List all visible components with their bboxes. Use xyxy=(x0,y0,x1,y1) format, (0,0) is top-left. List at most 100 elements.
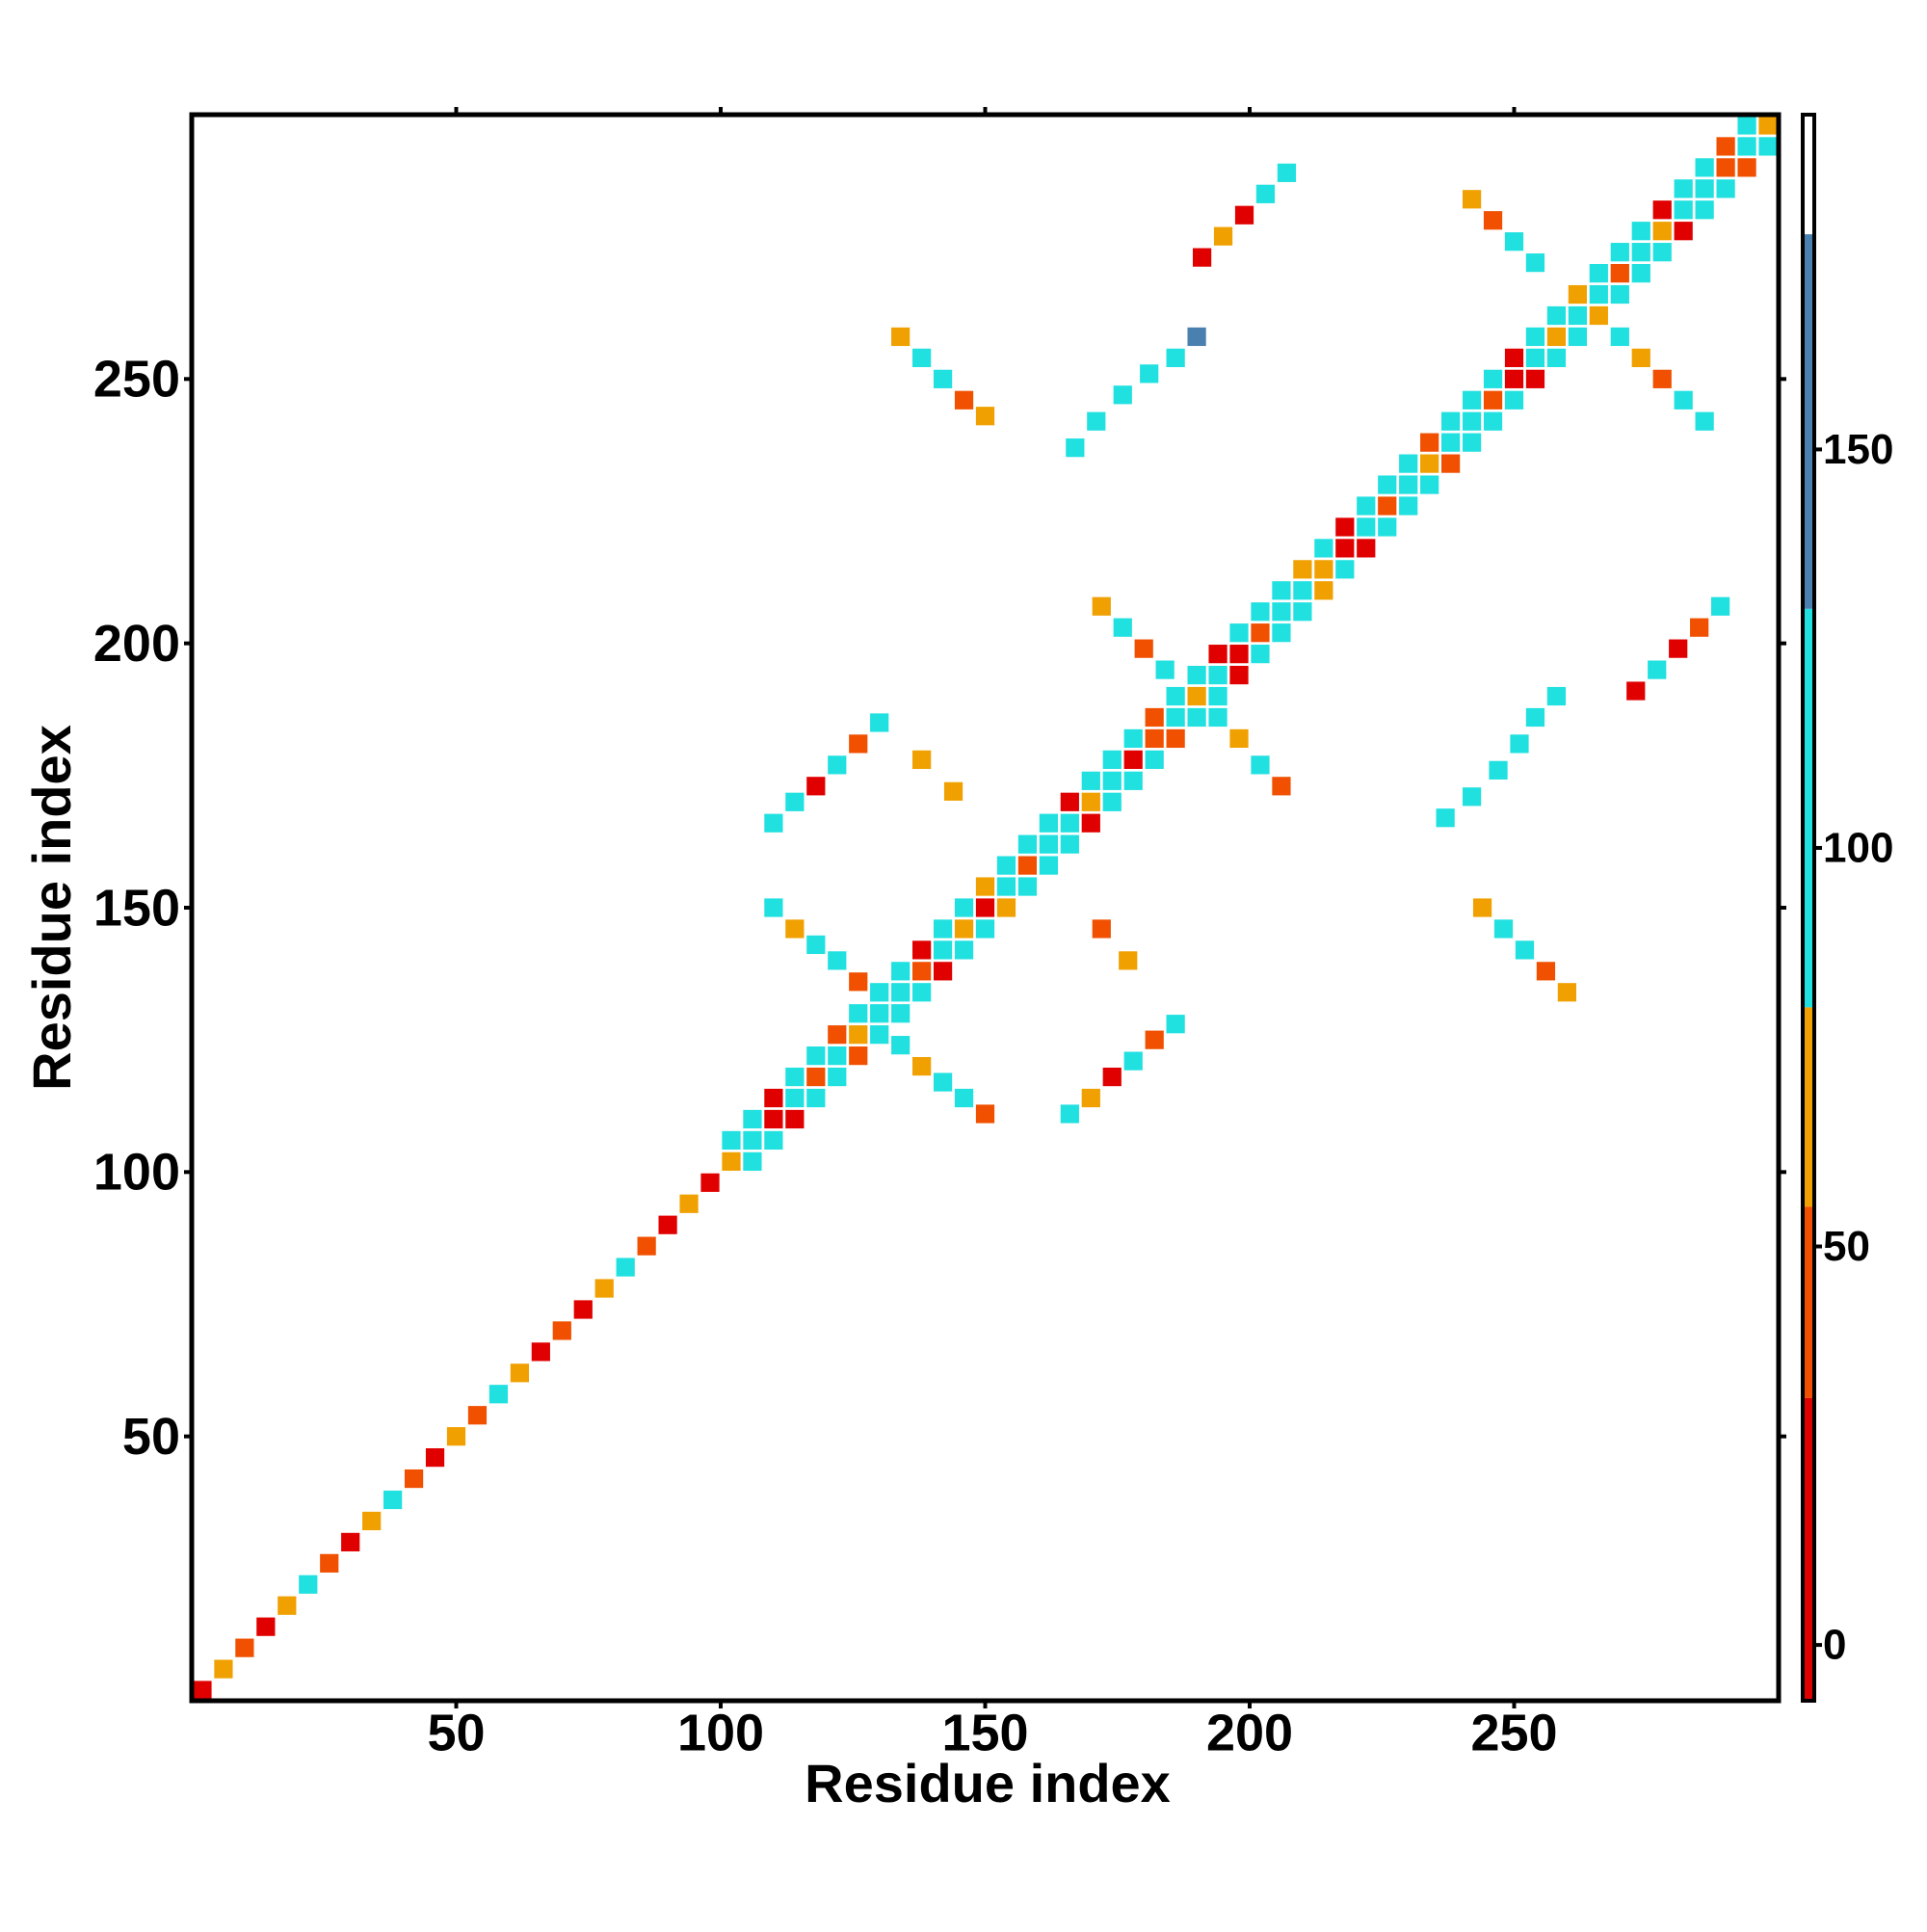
heatmap-cell xyxy=(1589,284,1608,304)
heatmap-cell xyxy=(1060,813,1079,833)
heatmap-cell xyxy=(912,983,932,1002)
heatmap-cell xyxy=(743,1130,762,1151)
heatmap-cell xyxy=(1060,792,1079,811)
heatmap-cell xyxy=(1017,834,1038,854)
x-axis-label: Residue index xyxy=(805,1753,1171,1813)
heatmap-cell xyxy=(996,877,1016,896)
colorbar-tick-label: 0 xyxy=(1823,1622,1846,1669)
heatmap-cell xyxy=(764,1088,783,1108)
heatmap-cell xyxy=(1039,813,1058,833)
heatmap-cell xyxy=(1113,385,1132,405)
heatmap-cell xyxy=(1462,390,1482,410)
heatmap-cell xyxy=(785,1109,805,1129)
heatmap-cell xyxy=(1081,792,1100,811)
heatmap-cell xyxy=(722,1151,741,1171)
heatmap-cell xyxy=(849,1046,868,1066)
heatmap-cell xyxy=(943,781,964,801)
heatmap-cell xyxy=(679,1194,699,1213)
heatmap-cell xyxy=(975,877,995,896)
heatmap-cell xyxy=(849,1025,868,1045)
colorbar-segment xyxy=(1803,1397,1814,1701)
heatmap-cell xyxy=(700,1173,720,1192)
heatmap-cell xyxy=(1504,390,1524,410)
heatmap-cell xyxy=(1251,623,1270,643)
heatmap-cell xyxy=(1420,454,1439,473)
heatmap-cell xyxy=(404,1469,424,1489)
heatmap-cell xyxy=(1568,305,1587,326)
heatmap-cell xyxy=(1489,760,1508,780)
heatmap-cell xyxy=(806,1046,826,1066)
heatmap-cell xyxy=(1652,222,1672,241)
heatmap-cell xyxy=(764,813,783,833)
heatmap-cell xyxy=(1335,560,1355,579)
heatmap-cell xyxy=(1626,681,1646,701)
heatmap-cell xyxy=(1695,411,1714,431)
y-tick-label: 250 xyxy=(93,351,180,409)
colorbar-segment xyxy=(1803,1206,1814,1398)
heatmap-cell xyxy=(1652,369,1672,388)
colorbar-tick-label: 150 xyxy=(1823,426,1893,473)
heatmap-cell xyxy=(1335,517,1355,537)
heatmap-cell xyxy=(1166,686,1185,706)
heatmap-cell xyxy=(1462,411,1482,431)
heatmap-cell xyxy=(1716,158,1735,177)
heatmap-cell xyxy=(912,940,932,960)
heatmap-cell xyxy=(1092,596,1111,616)
heatmap-cell xyxy=(1335,539,1355,558)
heatmap-cell xyxy=(510,1363,529,1383)
heatmap-cell xyxy=(1102,771,1122,790)
heatmap-cell xyxy=(1119,951,1138,970)
heatmap-cell xyxy=(573,1300,593,1319)
heatmap-cell xyxy=(1357,539,1376,558)
heatmap-cell xyxy=(1716,137,1735,156)
y-tick-label: 50 xyxy=(122,1408,180,1466)
heatmap-cell xyxy=(1589,305,1608,326)
heatmap-cell xyxy=(1134,639,1153,658)
heatmap-cell xyxy=(1229,728,1249,749)
heatmap-cell xyxy=(1187,707,1206,728)
heatmap-cell xyxy=(785,919,805,939)
heatmap-cell xyxy=(912,348,932,367)
heatmap-cell xyxy=(1187,686,1206,706)
heatmap-cell xyxy=(1568,327,1587,347)
colorbar-segment xyxy=(1803,1007,1814,1207)
heatmap-cell xyxy=(1648,660,1667,679)
heatmap-cell xyxy=(870,983,889,1002)
heatmap-cell xyxy=(1123,1051,1143,1071)
heatmap-cell xyxy=(954,1088,974,1108)
colorbar-tick-label: 50 xyxy=(1823,1223,1870,1270)
heatmap-cell xyxy=(933,369,953,388)
heatmap-cell xyxy=(933,940,953,960)
heatmap-cell xyxy=(1102,750,1122,769)
heatmap-cell xyxy=(1251,602,1270,622)
heatmap-cell xyxy=(933,1072,953,1092)
heatmap-cell xyxy=(1441,433,1461,452)
heatmap-cell xyxy=(1737,158,1756,177)
heatmap-cell xyxy=(1737,116,1756,135)
heatmap-cell xyxy=(1483,411,1503,431)
heatmap-cell xyxy=(1515,940,1535,960)
heatmap-cell xyxy=(1420,433,1439,452)
heatmap-cell xyxy=(933,919,953,939)
heatmap-cell xyxy=(1081,813,1100,833)
colorbar-segment xyxy=(1803,234,1814,609)
heatmap-cell xyxy=(1690,618,1709,637)
heatmap-cell xyxy=(1483,211,1503,230)
heatmap-cell xyxy=(828,1046,847,1066)
heatmap-cell xyxy=(1251,755,1270,775)
heatmap-cell xyxy=(1525,707,1545,728)
heatmap-cell xyxy=(1652,243,1672,262)
heatmap-cell xyxy=(1674,179,1693,198)
heatmap-cell xyxy=(1272,602,1291,622)
heatmap-cell xyxy=(362,1511,382,1531)
heatmap-cell xyxy=(849,1004,868,1023)
heatmap-cell xyxy=(256,1617,276,1636)
heatmap-cell xyxy=(1462,190,1482,209)
heatmap-cell xyxy=(616,1257,635,1277)
heatmap-cell xyxy=(1145,1030,1164,1049)
heatmap-cell xyxy=(1737,137,1756,156)
heatmap-cell xyxy=(1546,327,1567,347)
heatmap-cell xyxy=(1192,248,1212,267)
